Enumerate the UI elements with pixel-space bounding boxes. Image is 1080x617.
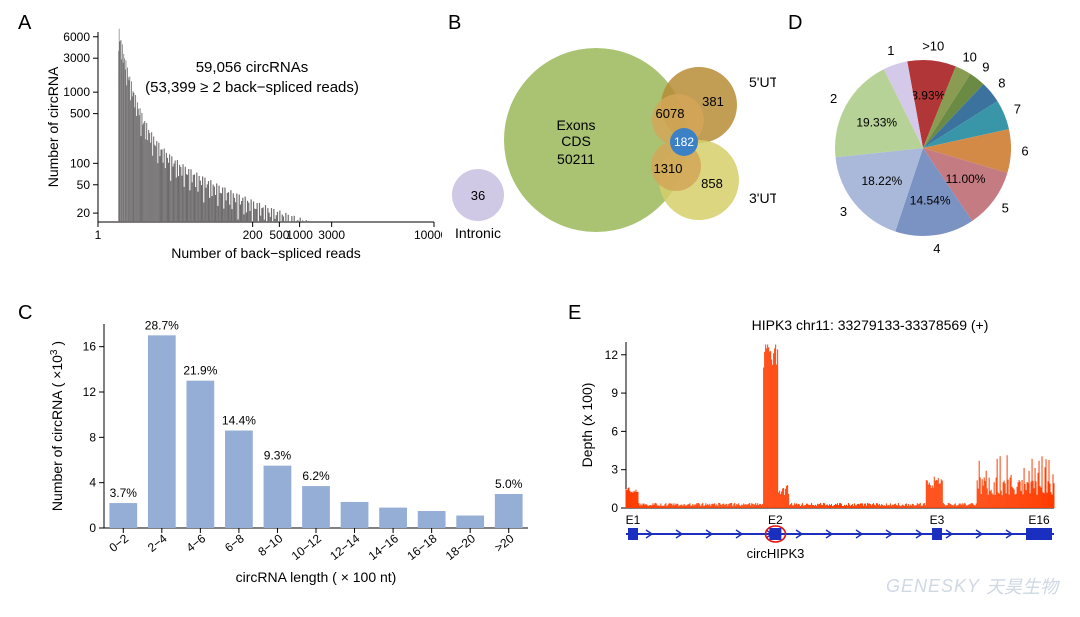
svg-text:6000: 6000 bbox=[63, 30, 90, 44]
svg-text:5'UTR: 5'UTR bbox=[749, 74, 776, 90]
svg-text:1310: 1310 bbox=[654, 161, 683, 176]
svg-text:50: 50 bbox=[77, 178, 91, 192]
svg-text:CDS: CDS bbox=[561, 133, 591, 149]
svg-text:11.00%: 11.00% bbox=[946, 172, 986, 186]
svg-text:6: 6 bbox=[1021, 144, 1028, 159]
panel-label-C: C bbox=[18, 302, 32, 325]
svg-text:9: 9 bbox=[611, 386, 618, 400]
svg-text:12: 12 bbox=[605, 348, 619, 362]
svg-text:200: 200 bbox=[243, 228, 263, 242]
svg-text:20: 20 bbox=[77, 206, 91, 220]
svg-text:858: 858 bbox=[701, 176, 723, 191]
svg-text:6078: 6078 bbox=[656, 106, 685, 121]
svg-text:Exons: Exons bbox=[557, 117, 596, 133]
svg-text:2−4: 2−4 bbox=[145, 531, 170, 555]
svg-text:9.3%: 9.3% bbox=[264, 449, 292, 463]
svg-text:6.2%: 6.2% bbox=[302, 469, 330, 483]
panel-D-pie: >10 8.93% 10 987 6 5 11.00% 4 14.54% 3 18.22% 2 19.3… bbox=[788, 18, 1064, 274]
svg-text:4−6: 4−6 bbox=[184, 531, 209, 555]
svg-text:19.33%: 19.33% bbox=[856, 116, 897, 130]
svg-text:3: 3 bbox=[611, 463, 618, 477]
svg-text:14−16: 14−16 bbox=[366, 531, 401, 563]
svg-text:0: 0 bbox=[611, 501, 618, 515]
svg-text:Number of circRNA ( ×103 ): Number of circRNA ( ×103 ) bbox=[49, 341, 66, 511]
figure-root: A B C D E 120050010003000100000205010050… bbox=[16, 12, 1064, 605]
panel-E-track: HIPK3 chr11: 33279133-33378569 (+) 0 3 6 9 12… bbox=[576, 312, 1062, 602]
svg-text:9: 9 bbox=[982, 60, 989, 75]
svg-text:12−14: 12−14 bbox=[327, 531, 362, 563]
svg-text:>20: >20 bbox=[492, 531, 517, 555]
svg-text:100000: 100000 bbox=[414, 228, 442, 242]
svg-text:Intronic: Intronic bbox=[455, 225, 501, 241]
panel-label-A: A bbox=[18, 12, 31, 35]
svg-text:59,056 circRNAs: 59,056 circRNAs bbox=[196, 59, 309, 76]
svg-text:>10: >10 bbox=[922, 39, 944, 54]
svg-text:0−2: 0−2 bbox=[106, 531, 131, 555]
svg-text:circHIPK3: circHIPK3 bbox=[747, 546, 805, 561]
svg-text:8.93%: 8.93% bbox=[911, 88, 945, 102]
svg-text:7: 7 bbox=[1014, 101, 1021, 116]
svg-text:16−18: 16−18 bbox=[404, 531, 439, 563]
panel-C-bar: 0 4 8 12 16 0−2 3.7% 2−4 28.7% 4−6 21.9% 6−8 14.4% 8−… bbox=[42, 312, 542, 602]
svg-text:6: 6 bbox=[611, 424, 618, 438]
svg-text:8−10: 8−10 bbox=[255, 531, 285, 559]
svg-text:Number of back−spliced reads: Number of back−spliced reads bbox=[171, 245, 361, 261]
svg-text:28.7%: 28.7% bbox=[145, 318, 179, 332]
svg-text:Depth (x 100): Depth (x 100) bbox=[579, 383, 595, 468]
svg-text:8: 8 bbox=[89, 430, 96, 444]
svg-text:21.9%: 21.9% bbox=[183, 364, 217, 378]
svg-text:50211: 50211 bbox=[557, 151, 595, 167]
svg-text:1000: 1000 bbox=[286, 228, 313, 242]
svg-text:5: 5 bbox=[1002, 200, 1009, 215]
svg-text:182: 182 bbox=[674, 135, 694, 149]
svg-text:Number of circRNA: Number of circRNA bbox=[45, 66, 61, 187]
svg-text:6−8: 6−8 bbox=[222, 531, 247, 555]
svg-text:5.0%: 5.0% bbox=[495, 477, 523, 491]
svg-text:10: 10 bbox=[962, 49, 976, 64]
svg-text:16: 16 bbox=[83, 340, 97, 354]
svg-text:500: 500 bbox=[70, 107, 90, 121]
svg-text:1000: 1000 bbox=[63, 85, 90, 99]
svg-text:1: 1 bbox=[95, 228, 102, 242]
svg-text:14.54%: 14.54% bbox=[910, 193, 951, 207]
svg-text:2: 2 bbox=[830, 91, 837, 106]
svg-text:E1: E1 bbox=[626, 513, 641, 527]
panel-A-chart: 1200500100030001000002050100500100030006… bbox=[42, 22, 442, 272]
svg-text:E16: E16 bbox=[1028, 513, 1050, 527]
panel-B-venn: ExonsCDS 50211 5'UTR 381 3'UTR 858 6078 1310 182… bbox=[446, 20, 776, 270]
svg-text:E3: E3 bbox=[930, 513, 945, 527]
svg-text:3'UTR: 3'UTR bbox=[749, 190, 776, 206]
svg-text:381: 381 bbox=[702, 94, 724, 109]
svg-text:HIPK3 chr11: 33279133-33378569: HIPK3 chr11: 33279133-33378569 (+) bbox=[752, 317, 989, 333]
svg-text:3.7%: 3.7% bbox=[110, 486, 138, 500]
svg-text:18.22%: 18.22% bbox=[862, 174, 903, 188]
svg-text:4: 4 bbox=[89, 476, 96, 490]
svg-text:1: 1 bbox=[887, 43, 894, 58]
svg-text:10−12: 10−12 bbox=[289, 531, 324, 563]
svg-text:(53,399 ≥ 2 back−spliced reads: (53,399 ≥ 2 back−spliced reads) bbox=[145, 79, 359, 96]
svg-text:18−20: 18−20 bbox=[443, 531, 478, 563]
svg-text:14.4%: 14.4% bbox=[222, 414, 256, 428]
svg-text:100: 100 bbox=[70, 156, 90, 170]
svg-text:0: 0 bbox=[89, 521, 96, 535]
svg-text:4: 4 bbox=[933, 241, 940, 256]
svg-text:3000: 3000 bbox=[63, 51, 90, 65]
svg-text:3000: 3000 bbox=[318, 228, 345, 242]
svg-text:circRNA length ( × 100 nt): circRNA length ( × 100 nt) bbox=[236, 569, 397, 585]
svg-text:36: 36 bbox=[471, 188, 485, 203]
svg-text:3: 3 bbox=[840, 204, 847, 219]
svg-text:E2: E2 bbox=[768, 513, 783, 527]
svg-text:8: 8 bbox=[998, 75, 1005, 90]
svg-text:12: 12 bbox=[83, 385, 97, 399]
